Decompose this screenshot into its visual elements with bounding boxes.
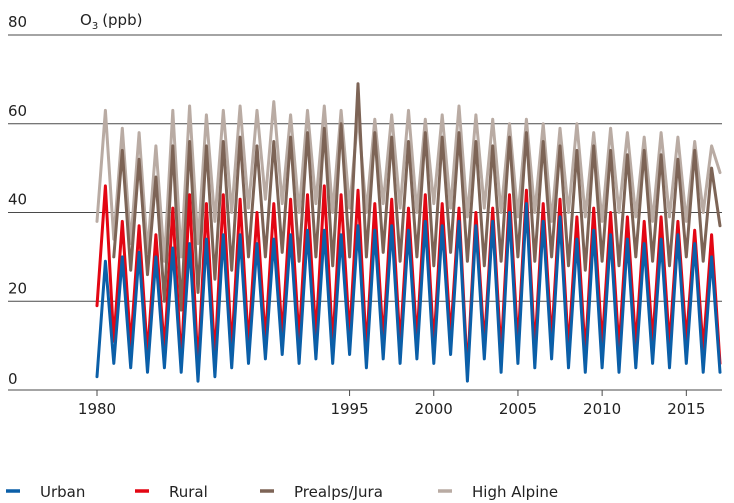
y-axis-ticks: 0 20 40 60 80 xyxy=(8,13,27,388)
x-tick-label: 2000 xyxy=(415,400,453,418)
series-line-high-alpine xyxy=(95,100,722,263)
y-tick-label: 40 xyxy=(8,191,27,209)
legend-label: Rural xyxy=(169,483,208,501)
x-tick-label: 2015 xyxy=(667,400,705,418)
legend-item-rural: Rural xyxy=(135,483,208,501)
x-tick-label: 2005 xyxy=(499,400,537,418)
y-tick-label: 0 xyxy=(8,370,18,388)
y-tick-label: 60 xyxy=(8,102,27,120)
y-axis-label-main: O xyxy=(80,11,92,29)
y-axis-label-subscript: 3 xyxy=(92,21,98,32)
legend-item-urban: Urban xyxy=(6,483,85,501)
x-tick-label: 2010 xyxy=(583,400,621,418)
y-tick-label: 20 xyxy=(8,279,27,297)
legend-item-prealps-jura: Prealps/Jura xyxy=(260,483,383,501)
legend-label: Urban xyxy=(40,483,85,501)
legend-label: Prealps/Jura xyxy=(294,483,383,501)
series-line-prealps-jura xyxy=(112,82,722,312)
legend-item-high-alpine: High Alpine xyxy=(438,483,558,501)
legend-label: High Alpine xyxy=(472,483,558,501)
y-axis-label-unit: (ppb) xyxy=(102,11,142,29)
y-axis-label: O3 (ppb) xyxy=(80,11,142,32)
x-axis: 1980 1995 2000 2005 2010 2015 xyxy=(8,389,722,418)
series-line-urban xyxy=(95,202,722,383)
x-tick-label: 1980 xyxy=(78,400,116,418)
series-lines xyxy=(95,82,722,383)
legend: Urban Rural Prealps/Jura High Alpine xyxy=(6,483,558,501)
x-tick-label: 1995 xyxy=(330,400,368,418)
y-tick-label: 80 xyxy=(8,13,27,31)
